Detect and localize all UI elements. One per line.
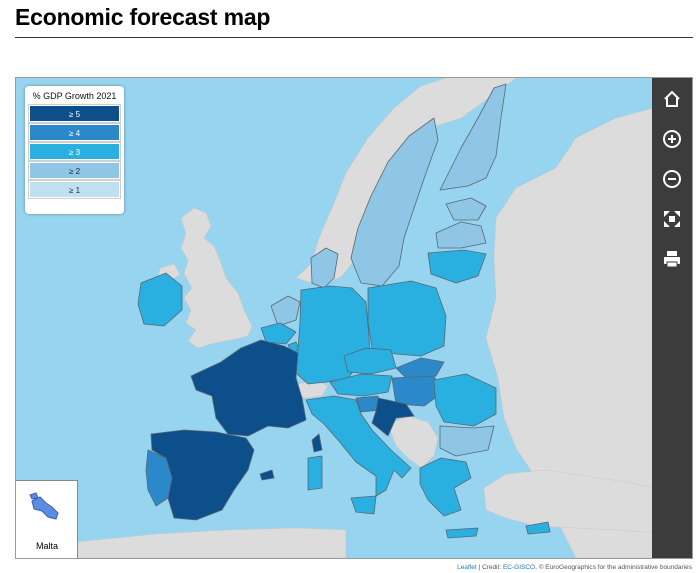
zoom-out-icon <box>663 170 681 188</box>
country-greece-crete <box>445 527 479 539</box>
country-austria <box>329 373 393 397</box>
leaflet-link[interactable]: Leaflet <box>457 564 477 571</box>
home-button[interactable] <box>657 84 687 114</box>
country-italy <box>305 395 412 497</box>
malta-inset-label: Malta <box>35 541 58 551</box>
page-title: Economic forecast map <box>15 4 271 30</box>
country-finland <box>439 83 507 191</box>
land-north-africa <box>16 527 347 558</box>
fullscreen-icon <box>664 211 680 227</box>
country-sweden <box>350 117 439 287</box>
map-attribution: Leaflet | Credit: EC-GISCO, © EuroGeogra… <box>457 564 692 571</box>
country-cyprus <box>525 521 551 535</box>
country-estonia <box>445 197 487 221</box>
country-italy-sardinia <box>307 455 323 491</box>
country-bulgaria <box>439 425 495 457</box>
land-balkans <box>387 415 439 469</box>
country-lithuania <box>427 249 487 284</box>
country-romania <box>433 373 497 427</box>
legend-item: ≥ 5 <box>28 104 121 123</box>
country-belgium <box>260 322 297 345</box>
map-toolbar <box>652 78 692 558</box>
country-poland <box>367 280 447 357</box>
country-netherlands <box>270 295 301 327</box>
legend: % GDP Growth 2021 ≥ 5 ≥ 4 ≥ 3 ≥ 2 ≥ 1 <box>25 86 124 214</box>
attribution-rest: , © EuroGeographics for the administrati… <box>535 564 692 571</box>
land-great-britain <box>180 207 253 349</box>
zoom-in-icon <box>663 130 681 148</box>
title-divider <box>15 37 693 38</box>
legend-item: ≥ 2 <box>28 161 121 180</box>
country-france-corsica <box>311 433 323 453</box>
country-croatia <box>371 397 415 437</box>
zoom-in-button[interactable] <box>657 124 687 154</box>
map-canvas[interactable] <box>16 78 654 558</box>
country-france <box>190 339 307 437</box>
country-italy-sicily <box>350 495 377 515</box>
country-hungary <box>391 375 443 407</box>
credit-link[interactable]: EC-GISCO <box>502 564 536 571</box>
print-icon <box>664 251 680 268</box>
country-ireland <box>137 272 183 327</box>
map-container[interactable]: % GDP Growth 2021 ≥ 5 ≥ 4 ≥ 3 ≥ 2 ≥ 1 Malta <box>15 77 693 559</box>
country-latvia <box>435 221 487 249</box>
country-greece <box>419 457 472 517</box>
legend-title: % GDP Growth 2021 <box>32 91 117 101</box>
legend-item: ≥ 3 <box>28 142 121 161</box>
country-portugal <box>145 449 173 507</box>
country-spain-balearic <box>259 469 275 481</box>
land-turkey <box>483 469 654 534</box>
legend-item: ≥ 4 <box>28 123 121 142</box>
attribution-separator: | Credit: <box>476 564 503 571</box>
country-denmark <box>310 247 339 289</box>
fullscreen-button[interactable] <box>657 204 687 234</box>
malta-inset-map <box>29 492 59 520</box>
legend-item: ≥ 1 <box>28 180 121 199</box>
print-button[interactable] <box>657 244 687 274</box>
malta-inset[interactable]: Malta <box>16 480 78 558</box>
zoom-out-button[interactable] <box>657 164 687 194</box>
home-icon <box>664 90 680 107</box>
